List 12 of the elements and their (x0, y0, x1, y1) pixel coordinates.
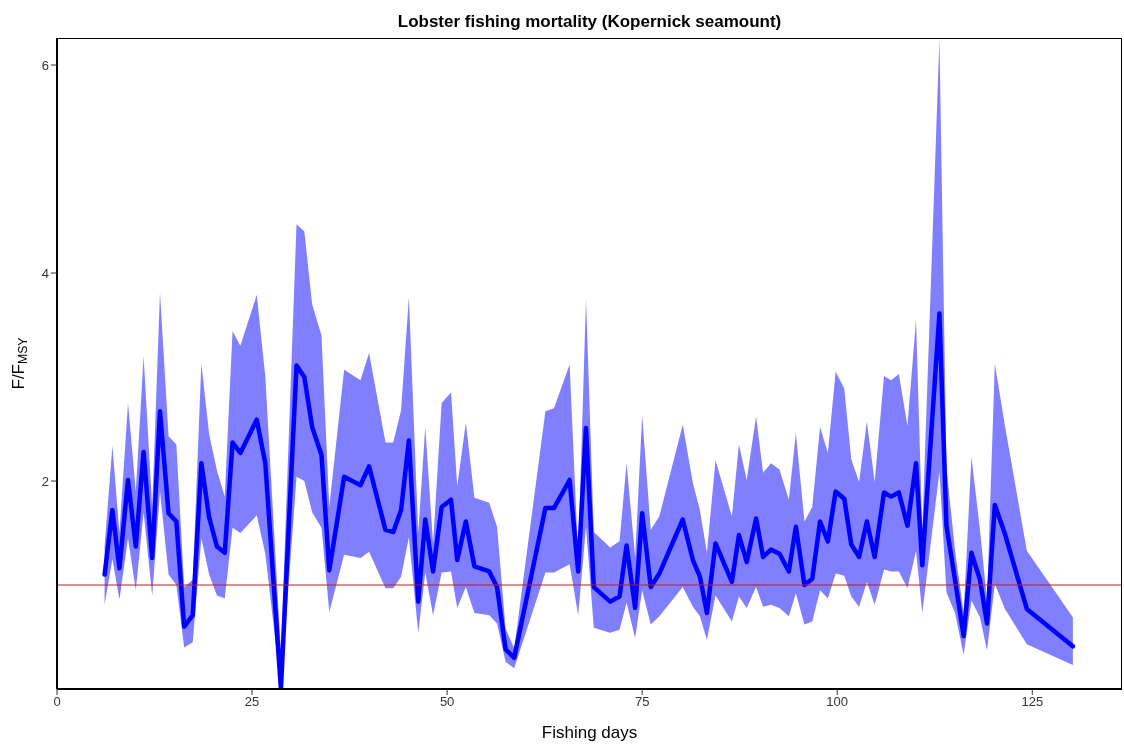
y-tick-label: 2 (41, 473, 49, 489)
line-series (102, 311, 1076, 689)
y-tick-label: 4 (41, 265, 49, 281)
chart-title: Lobster fishing mortality (Kopernick seamount) (396, 12, 783, 32)
y-tick-label: 6 (41, 57, 49, 73)
x-tick-label: 125 (1021, 694, 1044, 710)
x-tick-label: 50 (439, 694, 455, 710)
x-axis-title: Fishing days (541, 723, 638, 742)
x-tick-label: 0 (53, 694, 61, 710)
x-tick-label: 25 (244, 694, 260, 710)
x-tick-label: 75 (634, 694, 650, 710)
x-tick-label: 100 (826, 694, 849, 710)
